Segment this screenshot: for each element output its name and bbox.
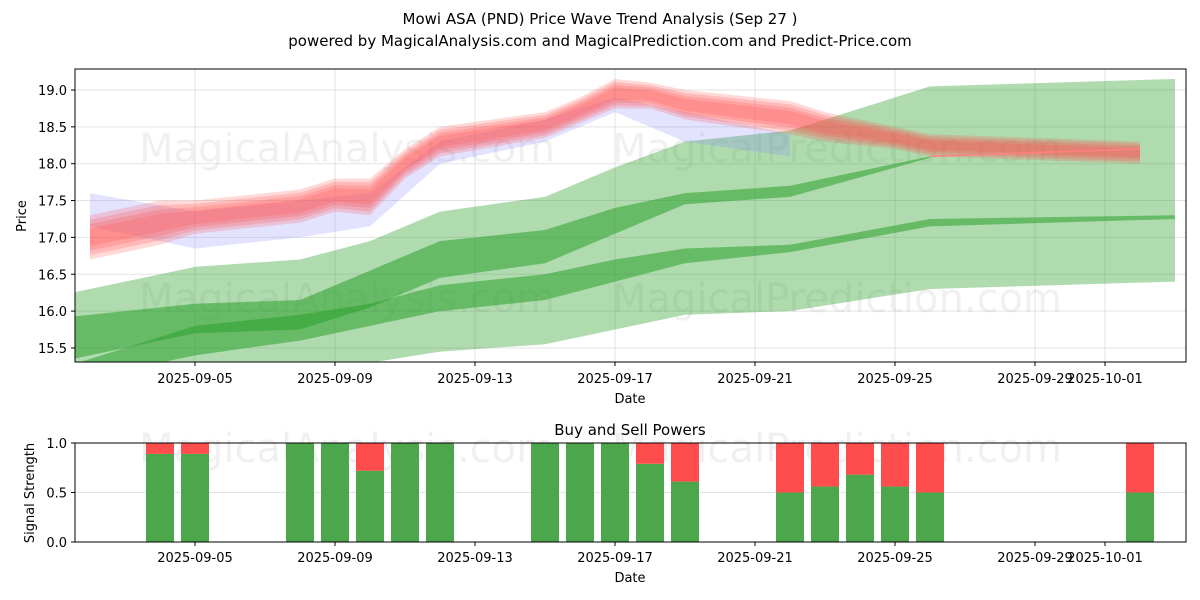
signal-xtick-label: 2025-09-13 bbox=[437, 551, 513, 566]
price-ytick-label: 18.0 bbox=[38, 158, 67, 173]
sell-bar bbox=[181, 443, 209, 454]
signal-xtick-label: 2025-09-21 bbox=[717, 551, 793, 566]
buy-bar bbox=[811, 486, 839, 542]
signal-ytick-label: 0.5 bbox=[46, 487, 67, 502]
sell-bar bbox=[846, 443, 874, 475]
price-ytick-label: 19.0 bbox=[38, 84, 67, 99]
price-ytick-label: 17.0 bbox=[38, 231, 67, 246]
signal-xtick-label: 2025-09-05 bbox=[157, 551, 233, 566]
buy-bar bbox=[531, 443, 559, 542]
red-band-layer-1 bbox=[90, 78, 1140, 260]
sell-bar bbox=[671, 443, 699, 482]
signal-xtick-label: 2025-09-17 bbox=[577, 551, 653, 566]
price-xtick-label: 2025-09-25 bbox=[857, 372, 933, 387]
sell-bar bbox=[916, 443, 944, 493]
buy-bar bbox=[426, 443, 454, 542]
signal-bars bbox=[146, 443, 1154, 542]
green-lower-inner-band bbox=[80, 215, 1175, 362]
signal-xtick-label: 2025-10-01 bbox=[1067, 551, 1143, 566]
signal-xlabel: Date bbox=[614, 571, 645, 586]
signal-axis-ticks: 0.0 0.5 1.0 2025-09-05 2025-09-09 2025-09-13 2… bbox=[46, 437, 1142, 566]
signal-xtick-label: 2025-09-29 bbox=[997, 551, 1073, 566]
chart-subtitle: powered by MagicalAnalysis.com and Magic… bbox=[288, 32, 912, 50]
price-xtick-label: 2025-09-09 bbox=[297, 372, 373, 387]
signal-xtick-label: 2025-09-25 bbox=[857, 551, 933, 566]
price-ytick-label: 16.5 bbox=[38, 268, 67, 283]
price-xtick-label: 2025-10-01 bbox=[1067, 372, 1143, 387]
blue-band bbox=[90, 97, 790, 249]
price-ytick-label: 16.0 bbox=[38, 305, 67, 320]
buy-bar bbox=[356, 470, 384, 542]
green-upper-inner-band bbox=[75, 156, 930, 359]
buy-bar bbox=[321, 443, 349, 542]
sell-bar bbox=[356, 443, 384, 471]
buy-bar bbox=[776, 492, 804, 542]
buy-bar bbox=[846, 474, 874, 542]
signal-title: Buy and Sell Powers bbox=[554, 421, 706, 439]
price-bands bbox=[75, 78, 1175, 362]
watermark-top-left: MagicalAnalysis.com bbox=[139, 126, 555, 172]
buy-bar bbox=[286, 443, 314, 542]
watermark-mid-right: MagicalPrediction.com bbox=[612, 276, 1062, 322]
sell-bar bbox=[146, 443, 174, 454]
watermark-top-right: MagicalPrediction.com bbox=[612, 126, 1062, 172]
price-axis-ticks: 15.5 16.0 16.5 17.0 17.5 18.0 18.5 19.0 2025-09-… bbox=[38, 84, 1143, 387]
sell-bar bbox=[811, 443, 839, 487]
buy-bar bbox=[181, 453, 209, 542]
buy-bar bbox=[881, 486, 909, 542]
price-xlabel: Date bbox=[614, 392, 645, 407]
price-xtick-label: 2025-09-17 bbox=[577, 372, 653, 387]
buy-bar bbox=[566, 443, 594, 542]
price-ylabel: Price bbox=[15, 200, 30, 232]
price-xtick-label: 2025-09-29 bbox=[997, 372, 1073, 387]
price-xtick-label: 2025-09-21 bbox=[717, 372, 793, 387]
price-axes-frame bbox=[74, 68, 1187, 363]
sell-bar bbox=[776, 443, 804, 493]
buy-bar bbox=[1126, 492, 1154, 542]
buy-bar bbox=[916, 492, 944, 542]
buy-bar bbox=[391, 443, 419, 542]
buy-bar bbox=[146, 453, 174, 542]
sell-bar bbox=[636, 443, 664, 464]
price-ytick-label: 18.5 bbox=[38, 121, 67, 136]
signal-ytick-label: 1.0 bbox=[46, 437, 67, 452]
signal-xtick-label: 2025-09-09 bbox=[297, 551, 373, 566]
sell-bar bbox=[881, 443, 909, 487]
buy-bar bbox=[671, 481, 699, 542]
price-xtick-label: 2025-09-13 bbox=[437, 372, 513, 387]
chart-title: Mowi ASA (PND) Price Wave Trend Analysis… bbox=[402, 10, 798, 28]
price-ytick-label: 17.5 bbox=[38, 195, 67, 210]
price-ytick-label: 15.5 bbox=[38, 342, 67, 357]
price-plot-area bbox=[75, 78, 1175, 362]
signal-ylabel: Signal Strength bbox=[23, 443, 38, 543]
signal-ytick-label: 0.0 bbox=[46, 536, 67, 551]
buy-bar bbox=[601, 443, 629, 542]
sell-bar bbox=[1126, 443, 1154, 493]
price-xtick-label: 2025-09-05 bbox=[157, 372, 233, 387]
price-grid bbox=[75, 69, 1186, 362]
red-trend-line bbox=[929, 148, 1141, 158]
buy-bar bbox=[636, 463, 664, 542]
